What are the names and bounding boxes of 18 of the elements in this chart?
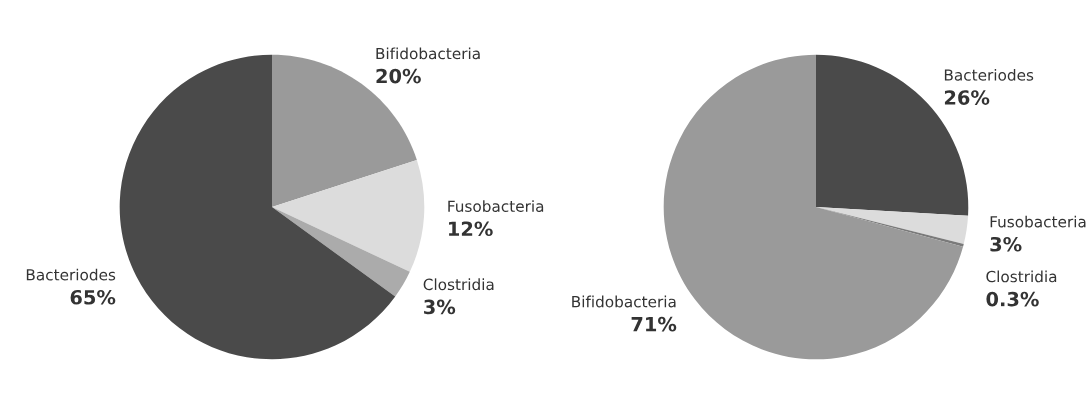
data-label: 0.3% <box>986 291 1039 307</box>
data-label: 71% <box>631 316 677 332</box>
slice-label: Clostridia <box>423 278 494 291</box>
data-label: 3% <box>424 299 456 315</box>
slice-label: Bifidobacteria <box>376 47 480 60</box>
slice-label: Clostridia <box>986 270 1057 283</box>
slice-label: Bacteriodes <box>26 268 116 281</box>
data-label: 65% <box>70 289 116 305</box>
pie-slice <box>272 207 410 297</box>
data-label: 26% <box>944 90 990 105</box>
data-label: 12% <box>449 221 493 237</box>
pie-slice <box>272 159 425 272</box>
slice-label: Fusobacteria <box>448 200 544 212</box>
slice-label: Fusobacteria <box>990 215 1086 228</box>
data-label: 3% <box>990 236 1022 252</box>
data-label: 20% <box>376 68 421 84</box>
slice-label: Bacteriodes <box>944 68 1034 81</box>
slice-label: Bifidobacteria <box>572 295 676 308</box>
